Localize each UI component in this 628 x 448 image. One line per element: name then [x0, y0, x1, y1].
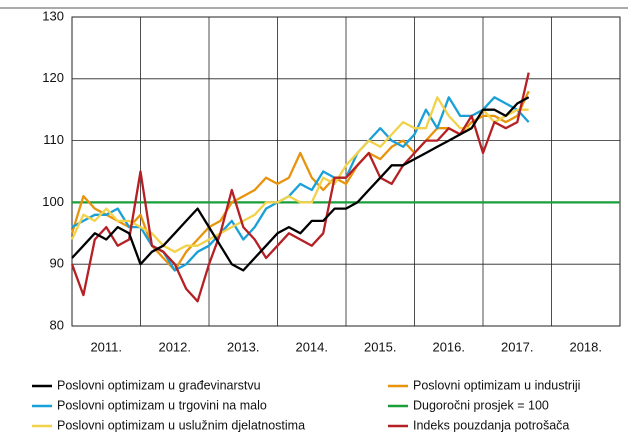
series-line	[70, 72, 530, 303]
x-tick-label: 2012.	[158, 339, 191, 354]
x-tick-label: 2018.	[569, 339, 602, 354]
y-tick-label: 90	[50, 256, 64, 271]
y-tick-label: 130	[42, 8, 64, 23]
y-tick-label: 100	[42, 194, 64, 209]
legend-label: Indeks pouzdanja potrošača	[413, 418, 569, 432]
x-tick-label: 2017.	[501, 339, 534, 354]
y-tick-label: 120	[42, 70, 64, 85]
y-tick-label: 80	[50, 317, 64, 332]
legend: Poslovni optimizam u građevinarstvu Poslo…	[32, 378, 580, 432]
x-tick-label: 2016.	[432, 339, 465, 354]
plot-frame	[71, 16, 621, 327]
x-tick-label: 2011.	[90, 339, 122, 354]
x-tick-label: 2013.	[227, 339, 260, 354]
legend-label: Poslovni optimizam u industriji	[413, 378, 580, 392]
series-line	[70, 96, 529, 253]
legend-label: Poslovni optimizam u trgovini na malo	[57, 398, 267, 412]
x-tick-label: 2014.	[295, 339, 328, 354]
series-line	[71, 96, 530, 272]
series-line	[71, 96, 530, 272]
legend-label: Poslovni optimizam u uslužnim djelatnost…	[57, 418, 305, 432]
legend-label: Dugoročni prosjek = 100	[413, 398, 549, 412]
x-tick-label: 2015.	[364, 339, 397, 354]
legend-label: Poslovni optimizam u građevinarstvu	[57, 378, 261, 392]
y-tick-label: 110	[43, 132, 64, 147]
